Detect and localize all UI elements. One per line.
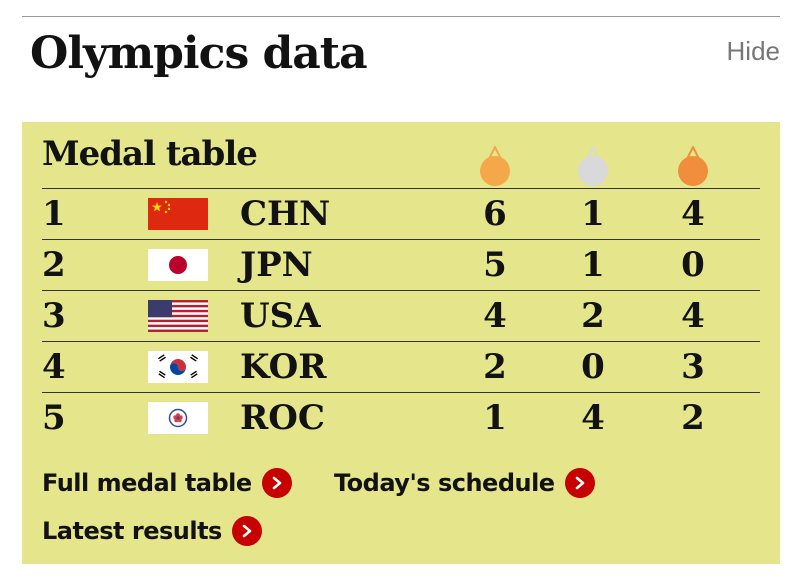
table-row: 5 ROC 1 4 2 <box>42 392 760 443</box>
bronze-count: 4 <box>681 296 705 336</box>
rank: 5 <box>42 398 66 438</box>
rank: 1 <box>42 194 66 234</box>
table-row: 3 USA 4 2 4 <box>42 290 760 341</box>
silver-medal-icon <box>578 146 608 186</box>
gold-count: 5 <box>483 245 507 285</box>
hide-button[interactable]: Hide <box>726 36 780 66</box>
bronze-count: 4 <box>681 194 705 234</box>
country-code: KOR <box>240 347 327 387</box>
chevron-right-icon <box>564 468 595 498</box>
bronze-medal-icon <box>678 146 708 186</box>
country-code: JPN <box>240 245 313 285</box>
silver-count: 0 <box>581 347 605 387</box>
medal-table: 1 CHN 6 1 4 2 <box>42 188 760 443</box>
korea-flag-icon <box>148 351 208 383</box>
bronze-count: 2 <box>681 398 705 438</box>
gold-count: 4 <box>483 296 507 336</box>
roc-flag-icon <box>148 402 208 434</box>
gold-count: 6 <box>483 194 507 234</box>
china-flag-icon <box>148 198 208 230</box>
country-code: ROC <box>240 398 325 438</box>
table-row: 1 CHN 6 1 4 <box>42 188 760 239</box>
full-medal-table-link[interactable]: Full medal table <box>42 468 292 498</box>
chevron-right-icon <box>231 516 262 546</box>
todays-schedule-link[interactable]: Today's schedule <box>334 468 595 498</box>
silver-count: 1 <box>581 245 605 285</box>
latest-results-link[interactable]: Latest results <box>42 516 262 546</box>
rank: 2 <box>42 245 66 285</box>
page-title: Olympics data <box>30 28 368 79</box>
silver-count: 1 <box>581 194 605 234</box>
silver-count: 4 <box>581 398 605 438</box>
rank: 3 <box>42 296 66 336</box>
table-row: 4 K <box>42 341 760 392</box>
bronze-count: 3 <box>681 347 705 387</box>
medal-panel: Medal table 1 CHN <box>22 122 780 564</box>
chevron-right-icon <box>261 468 292 498</box>
table-row: 2 JPN 5 1 0 <box>42 239 760 290</box>
silver-count: 2 <box>581 296 605 336</box>
gold-count: 1 <box>483 398 507 438</box>
country-code: USA <box>240 296 321 336</box>
gold-count: 2 <box>483 347 507 387</box>
country-code: CHN <box>240 194 331 234</box>
top-divider <box>22 16 780 17</box>
latest-results-label: Latest results <box>42 517 222 545</box>
usa-flag-icon <box>148 300 208 332</box>
full-medal-table-label: Full medal table <box>42 469 252 497</box>
medal-table-heading: Medal table <box>42 134 258 174</box>
gold-medal-icon <box>480 146 510 186</box>
todays-schedule-label: Today's schedule <box>334 469 555 497</box>
japan-flag-icon <box>148 249 208 281</box>
bronze-count: 0 <box>681 245 705 285</box>
rank: 4 <box>42 347 66 387</box>
